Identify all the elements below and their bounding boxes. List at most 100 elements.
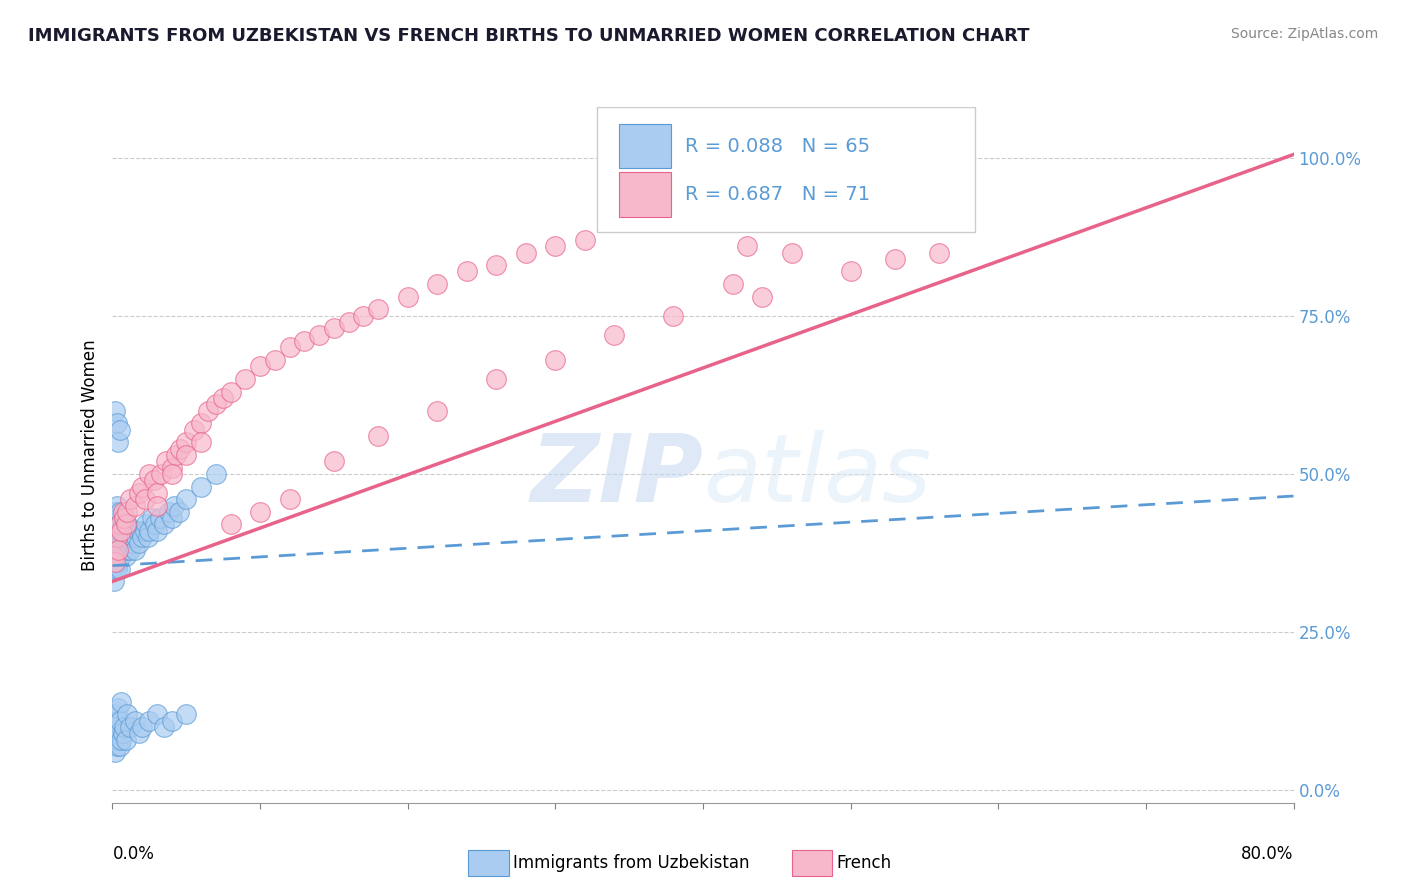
Text: R = 0.088   N = 65: R = 0.088 N = 65 [685, 136, 870, 155]
FancyBboxPatch shape [619, 172, 671, 217]
Point [396, 290, 419, 304]
Point [138, 467, 160, 481]
Point [233, 372, 256, 386]
Point [662, 201, 685, 215]
Point [131, 720, 153, 734]
Point [308, 327, 330, 342]
Point [190, 479, 212, 493]
Point [108, 739, 131, 753]
Point [167, 505, 190, 519]
Point [104, 536, 127, 550]
Point [104, 720, 127, 734]
Point [426, 277, 449, 292]
Point [456, 264, 478, 278]
Point [751, 290, 773, 304]
Point [103, 530, 125, 544]
Point [107, 524, 129, 538]
Point [174, 707, 197, 722]
Point [103, 707, 125, 722]
Point [153, 517, 176, 532]
Point [292, 334, 315, 348]
Point [120, 542, 142, 557]
Point [107, 549, 129, 563]
Point [111, 542, 134, 557]
Point [108, 423, 131, 437]
Point [426, 403, 449, 417]
Point [129, 524, 152, 538]
Point [105, 517, 128, 532]
Point [603, 327, 626, 342]
FancyBboxPatch shape [596, 107, 974, 232]
Text: 80.0%: 80.0% [1241, 845, 1294, 863]
Point [142, 473, 165, 487]
Point [103, 574, 125, 589]
Point [138, 524, 160, 538]
Point [122, 530, 145, 544]
Point [278, 492, 301, 507]
Point [160, 714, 183, 728]
Point [485, 372, 508, 386]
Point [104, 505, 127, 519]
FancyBboxPatch shape [619, 124, 671, 169]
Point [737, 239, 759, 253]
Point [146, 486, 169, 500]
Point [485, 258, 508, 272]
Point [117, 517, 138, 532]
Point [131, 479, 153, 493]
Point [103, 542, 125, 557]
Point [107, 511, 129, 525]
Point [160, 467, 183, 481]
Point [124, 542, 146, 557]
Point [104, 524, 127, 538]
Text: Immigrants from Uzbekistan: Immigrants from Uzbekistan [513, 855, 749, 872]
Point [150, 467, 173, 481]
Point [352, 309, 374, 323]
Point [112, 720, 135, 734]
Point [219, 384, 242, 399]
Point [105, 562, 128, 576]
Text: French: French [837, 855, 891, 872]
Point [105, 530, 128, 544]
Point [120, 492, 142, 507]
Point [125, 530, 148, 544]
Point [107, 701, 129, 715]
Point [544, 239, 567, 253]
Point [120, 524, 142, 538]
Point [134, 524, 156, 538]
Point [111, 726, 134, 740]
Text: R = 0.687   N = 71: R = 0.687 N = 71 [685, 186, 870, 204]
Point [112, 511, 135, 525]
Point [323, 321, 346, 335]
Point [103, 549, 125, 563]
Point [190, 417, 212, 431]
Point [114, 530, 136, 544]
Text: 0.0%: 0.0% [112, 845, 155, 863]
Point [107, 556, 129, 570]
Point [205, 467, 228, 481]
Point [249, 359, 271, 374]
Point [884, 252, 907, 266]
Point [104, 403, 127, 417]
Point [515, 245, 537, 260]
Point [114, 549, 136, 563]
Point [249, 505, 271, 519]
Point [205, 397, 228, 411]
Point [120, 720, 142, 734]
Point [117, 542, 138, 557]
Point [108, 530, 131, 544]
Point [107, 732, 129, 747]
Point [174, 435, 197, 450]
Point [165, 448, 187, 462]
Point [692, 194, 714, 209]
Point [104, 745, 127, 759]
Point [146, 707, 169, 722]
Point [928, 245, 950, 260]
Point [103, 562, 125, 576]
Point [212, 391, 235, 405]
Point [197, 403, 219, 417]
Point [105, 530, 128, 544]
Point [107, 536, 129, 550]
Point [367, 429, 389, 443]
Point [219, 517, 242, 532]
Point [574, 233, 596, 247]
